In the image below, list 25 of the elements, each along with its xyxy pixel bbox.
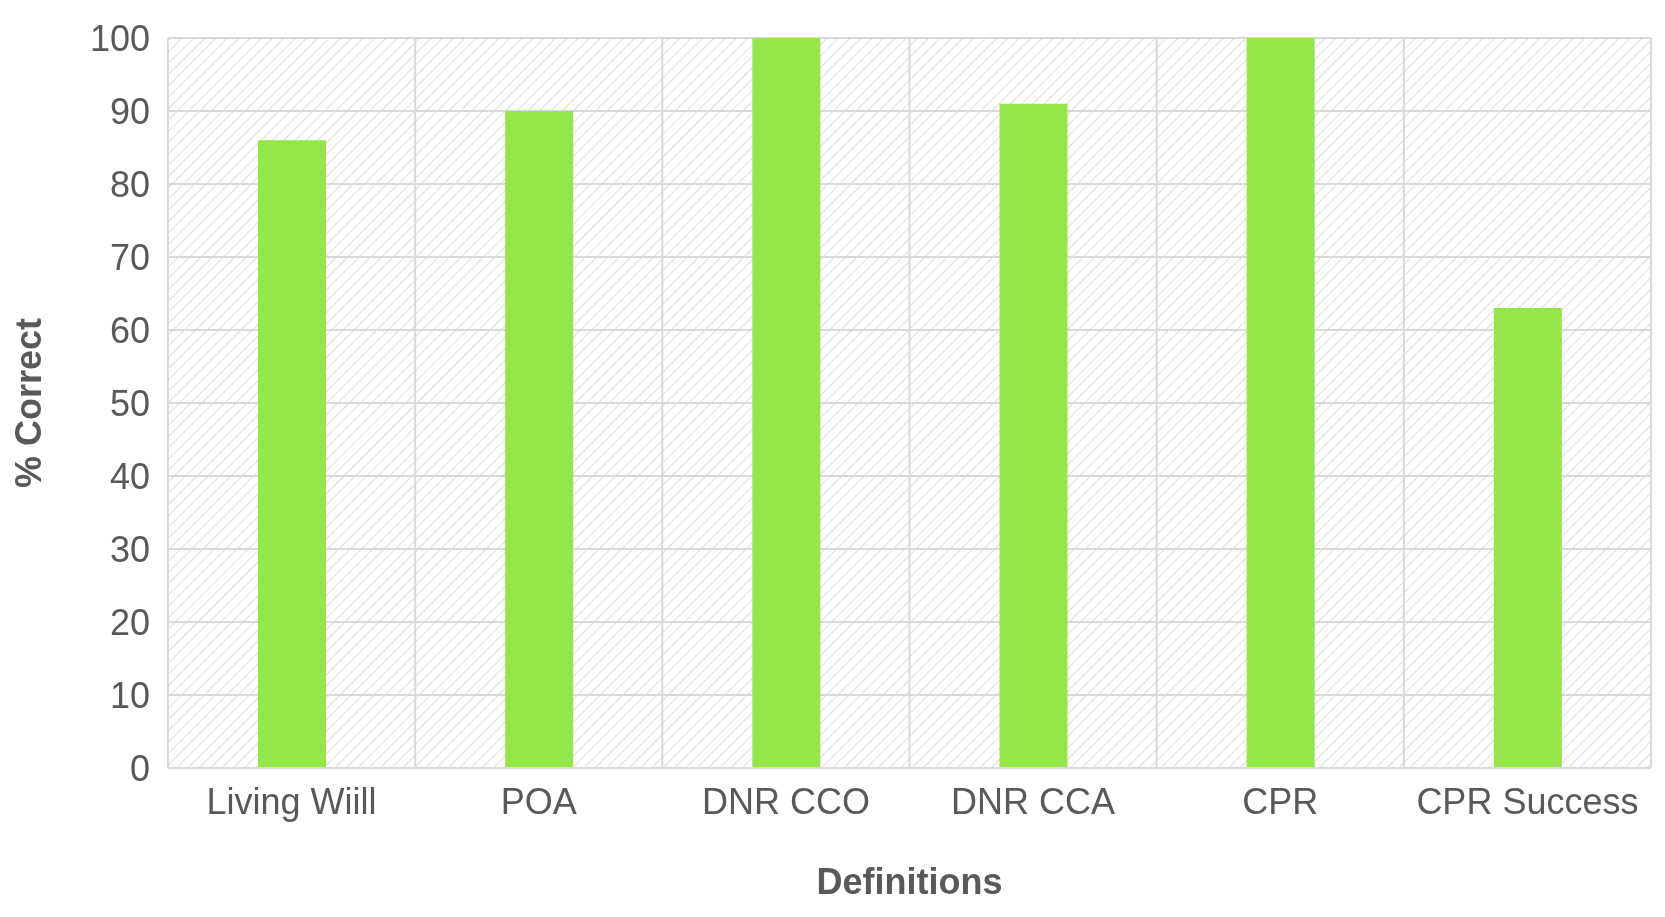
y-tick-label: 80 — [109, 163, 150, 205]
y-tick-label: 70 — [109, 236, 150, 278]
y-tick-label: 10 — [109, 674, 150, 716]
bar — [1493, 308, 1562, 768]
bar — [752, 38, 821, 768]
x-tick-label: DNR CCA — [951, 780, 1116, 822]
y-tick-label: 40 — [109, 455, 150, 497]
y-tick-label: 50 — [109, 382, 150, 424]
y-tick-label: 90 — [109, 90, 150, 132]
x-tick-label: POA — [500, 780, 577, 822]
x-tick-label: DNR CCO — [701, 780, 870, 822]
y-axis-title: % Correct — [7, 317, 49, 489]
bar — [258, 140, 326, 768]
bar — [505, 111, 574, 768]
x-tick-label: CPR Success — [1416, 780, 1639, 822]
y-tick-label: 0 — [129, 747, 150, 789]
x-axis-title: Definitions — [816, 861, 1003, 902]
y-tick-label: 60 — [109, 309, 150, 351]
y-tick-label: 20 — [109, 601, 150, 643]
y-tick-label: 100 — [89, 17, 150, 59]
bar — [999, 103, 1068, 768]
x-tick-label: CPR — [1242, 780, 1319, 822]
bar — [1246, 38, 1315, 768]
x-tick-label: Living Wiill — [206, 780, 377, 822]
y-tick-label: 30 — [109, 528, 150, 570]
